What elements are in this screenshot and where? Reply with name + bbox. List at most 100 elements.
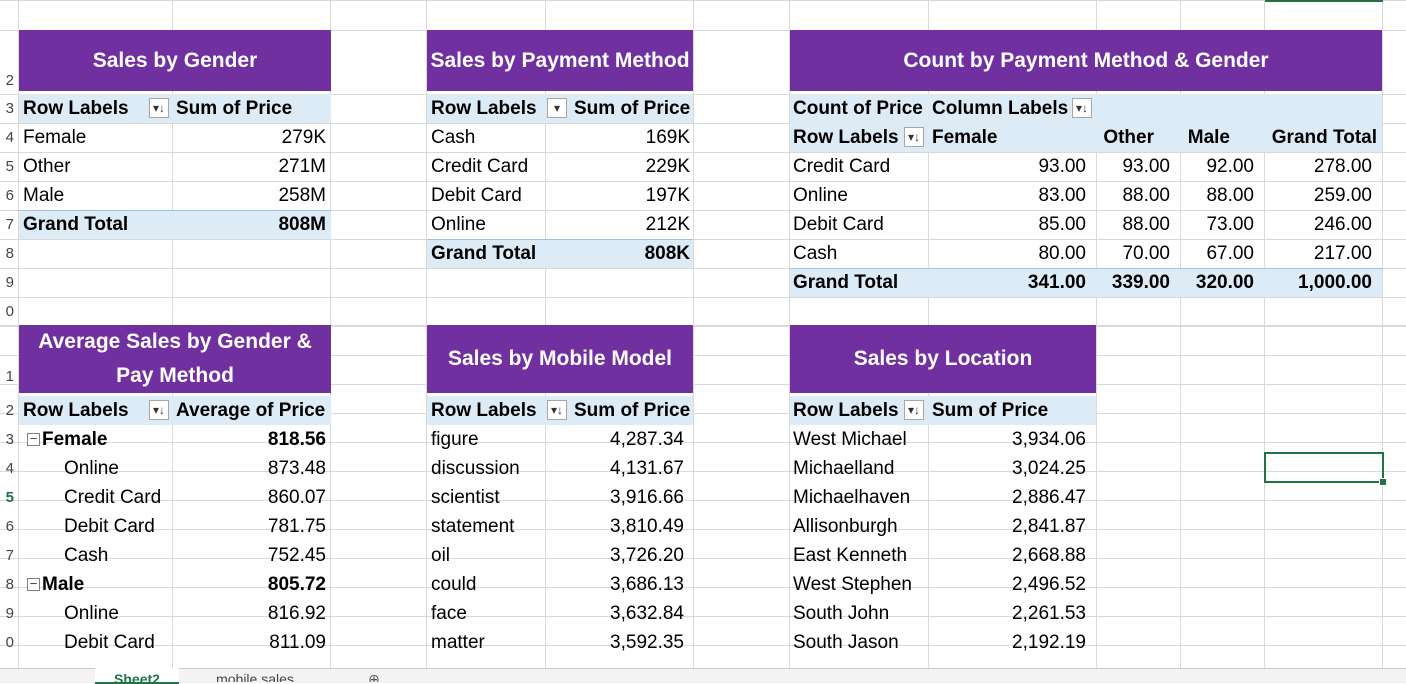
pivot-count-title: Count by Payment Method & Gender	[790, 30, 1382, 91]
pivot-count-row-labels: Row Labels	[793, 127, 899, 148]
column-gridline	[426, 0, 427, 668]
pivot_gender-row-value: 271M	[278, 156, 326, 177]
pivot-avg-child-label: Credit Card	[64, 487, 162, 508]
filter-sort-icon[interactable]: ▾↓	[149, 400, 169, 420]
pivot-avg-group-value: 818.56	[267, 429, 326, 450]
pivot_location-row-label: West Michael	[793, 429, 907, 450]
pivot-avg-child-value: 752.45	[267, 545, 326, 566]
pivot-avg-row-labels: Row Labels	[23, 400, 129, 421]
row-number[interactable]: 0	[5, 303, 14, 320]
pivot_location-row-value: 3,024.25	[1012, 458, 1086, 479]
pivot-avg-child-label: Online	[64, 458, 119, 479]
filter-dropdown-icon[interactable]: ▾	[547, 98, 567, 118]
row-number[interactable]: 9	[5, 605, 14, 622]
pivot_location-row-label: South John	[793, 603, 890, 624]
pivot_model-row-value: 4,131.67	[610, 458, 684, 479]
add-sheet-icon[interactable]: ⊕	[368, 671, 380, 682]
pivot_model-row-value: 3,686.13	[610, 574, 684, 595]
pivot-count-total-cell: 320.00	[1195, 272, 1254, 293]
row-number[interactable]: 4	[5, 129, 14, 146]
filter-sort-icon[interactable]: ▾↓	[149, 98, 169, 118]
row-number[interactable]: 5	[5, 158, 14, 175]
pivot_model-row-value: 3,810.49	[610, 516, 684, 537]
pivot-gender-total-value: 808M	[278, 214, 326, 235]
pivot_location-row-label: Allisonburgh	[793, 516, 898, 537]
pivot_location-row-value: 3,934.06	[1012, 429, 1086, 450]
pivot-count-value-label: Count of Price	[793, 98, 923, 119]
pivot_model-row-label: statement	[431, 516, 515, 537]
row-number[interactable]: 8	[5, 576, 14, 593]
fill-handle[interactable]	[1379, 478, 1387, 486]
pivot-avg-header	[19, 396, 331, 425]
pivot-gender-total-label: Grand Total	[23, 214, 129, 235]
pivot-gender-row-labels: Row Labels	[23, 98, 129, 119]
pivot-count-col-male: Male	[1187, 127, 1230, 148]
row-number[interactable]: 6	[5, 187, 14, 204]
row-gridline	[0, 325, 1406, 326]
pivot_model-row-label: discussion	[431, 458, 520, 479]
filter-sort-icon[interactable]: ▾↓	[904, 400, 924, 420]
pivot-count-total-cell: 1,000.00	[1298, 272, 1372, 293]
row-gridline	[0, 442, 1406, 443]
row-number[interactable]: 9	[5, 274, 14, 291]
row-number[interactable]: 6	[5, 518, 14, 535]
pivot-payment-row-labels: Row Labels	[431, 98, 537, 119]
collapse-icon[interactable]: −	[27, 577, 40, 591]
pivot_payment-row-value: 229K	[645, 156, 690, 177]
filter-sort-icon[interactable]: ▾↓	[1072, 98, 1092, 118]
row-number[interactable]: 3	[5, 100, 14, 117]
row-number[interactable]: 3	[5, 431, 14, 448]
pivot-count-cell: 88.00	[1122, 214, 1170, 235]
pivot-count-col-other: Other	[1103, 127, 1154, 148]
pivot_model-row-label: face	[431, 603, 467, 624]
pivot_model-row-label: figure	[431, 429, 479, 450]
pivot-gender-value-header: Sum of Price	[176, 98, 293, 119]
pivot_payment-row-label: Online	[431, 214, 486, 235]
row-number[interactable]: 2	[5, 402, 14, 419]
pivot-count-cell: 93.00	[1122, 156, 1170, 177]
row-gridline	[0, 413, 1406, 414]
row-gridline	[0, 152, 1406, 153]
pivot-avg-group-label: Female	[42, 429, 108, 450]
pivot-payment-title: Sales by Payment Method	[427, 30, 693, 91]
row-number[interactable]: 1	[5, 368, 14, 385]
selected-cell[interactable]	[1264, 452, 1384, 483]
row-number[interactable]: 0	[5, 634, 14, 651]
row-gridline	[0, 500, 1406, 501]
filter-sort-icon[interactable]: ▾↓	[547, 400, 567, 420]
pivot-count-cell: 217.00	[1313, 243, 1372, 264]
pivot_location-row-value: 2,841.87	[1012, 516, 1086, 537]
pivot_location-row-label: West Stephen	[793, 574, 913, 595]
pivot_location-row-value: 2,261.53	[1012, 603, 1086, 624]
row-gridline	[0, 645, 1406, 646]
row-number[interactable]: 7	[5, 216, 14, 233]
column-gridline	[1096, 0, 1097, 668]
pivot-count-row-label: Debit Card	[793, 214, 884, 235]
row-number[interactable]: 5	[5, 489, 14, 506]
row-number[interactable]: 8	[5, 245, 14, 262]
column-gridline	[693, 0, 694, 668]
row-number[interactable]: 7	[5, 547, 14, 564]
row-number[interactable]: 4	[5, 460, 14, 477]
pivot_model-row-label: matter	[431, 632, 485, 653]
pivot-avg-child-label: Cash	[64, 545, 109, 566]
pivot_model-row-value: 3,726.20	[610, 545, 684, 566]
pivot_payment-row-value: 212K	[645, 214, 690, 235]
pivot_gender-row-label: Female	[23, 127, 87, 148]
pivot-count-total-cell: 341.00	[1027, 272, 1086, 293]
pivot_payment-row-label: Debit Card	[431, 185, 522, 206]
pivot_model-row-value: 4,287.34	[610, 429, 684, 450]
sheet-tab-mobile-sales[interactable]: mobile sales	[216, 671, 294, 682]
pivot-count-total-label: Grand Total	[793, 272, 899, 293]
filter-sort-icon[interactable]: ▾↓	[904, 127, 924, 147]
pivot_location-row-value: 2,668.88	[1012, 545, 1086, 566]
column-gridline	[1264, 0, 1265, 668]
row-gridline	[0, 587, 1406, 588]
row-gridline	[0, 616, 1406, 617]
pivot-count-cell: 93.00	[1038, 156, 1086, 177]
collapse-icon[interactable]: −	[27, 432, 40, 446]
pivot-location-row-labels: Row Labels	[793, 400, 899, 421]
pivot_payment-row-label: Credit Card	[431, 156, 529, 177]
row-number[interactable]: 2	[5, 72, 14, 89]
